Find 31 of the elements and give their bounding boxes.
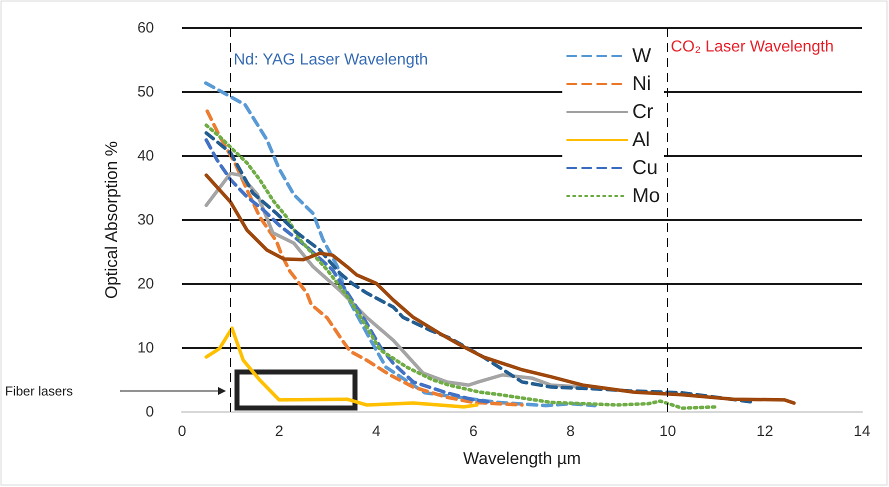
y-tick-label: 30 [137, 212, 154, 228]
legend-label: Cu [632, 157, 658, 179]
x-tick-label: 12 [756, 423, 774, 440]
line-series [204, 138, 490, 404]
x-tick-label: 0 [178, 423, 186, 440]
line-series [204, 326, 479, 409]
y-tick-label: 10 [137, 340, 154, 356]
legend-label: Ni [632, 73, 652, 95]
y-axis-title: Optical Absorption % [102, 141, 121, 299]
x-tick-label: 8 [566, 423, 575, 440]
text: Fiber lasers [5, 384, 74, 398]
y-tick-label: 0 [146, 404, 154, 420]
y-tick-label: 40 [137, 148, 154, 164]
legend-label: Cr [632, 101, 654, 123]
legend-label: Al [632, 129, 650, 151]
x-tick-label: 2 [274, 423, 284, 440]
y-tick-label: 50 [137, 84, 154, 100]
x-tick-label: 4 [372, 423, 380, 440]
legend-label: Mo [632, 185, 660, 207]
line-series [204, 81, 597, 408]
line-series [204, 173, 796, 405]
x-tick-label: 6 [469, 423, 478, 440]
annotation: CO₂ Laser Wavelength [670, 38, 834, 56]
y-tick-label: 60 [137, 20, 154, 36]
y-tick-label: 20 [137, 276, 154, 292]
x-tick-label: 14 [854, 423, 870, 440]
legend-label: W [632, 45, 652, 67]
annotation: Nd: YAG Laser Wavelength [234, 52, 428, 68]
line-series [206, 109, 524, 407]
x-tick-label: 10 [659, 423, 676, 440]
x-axis-title: Wavelength µm [463, 449, 581, 468]
